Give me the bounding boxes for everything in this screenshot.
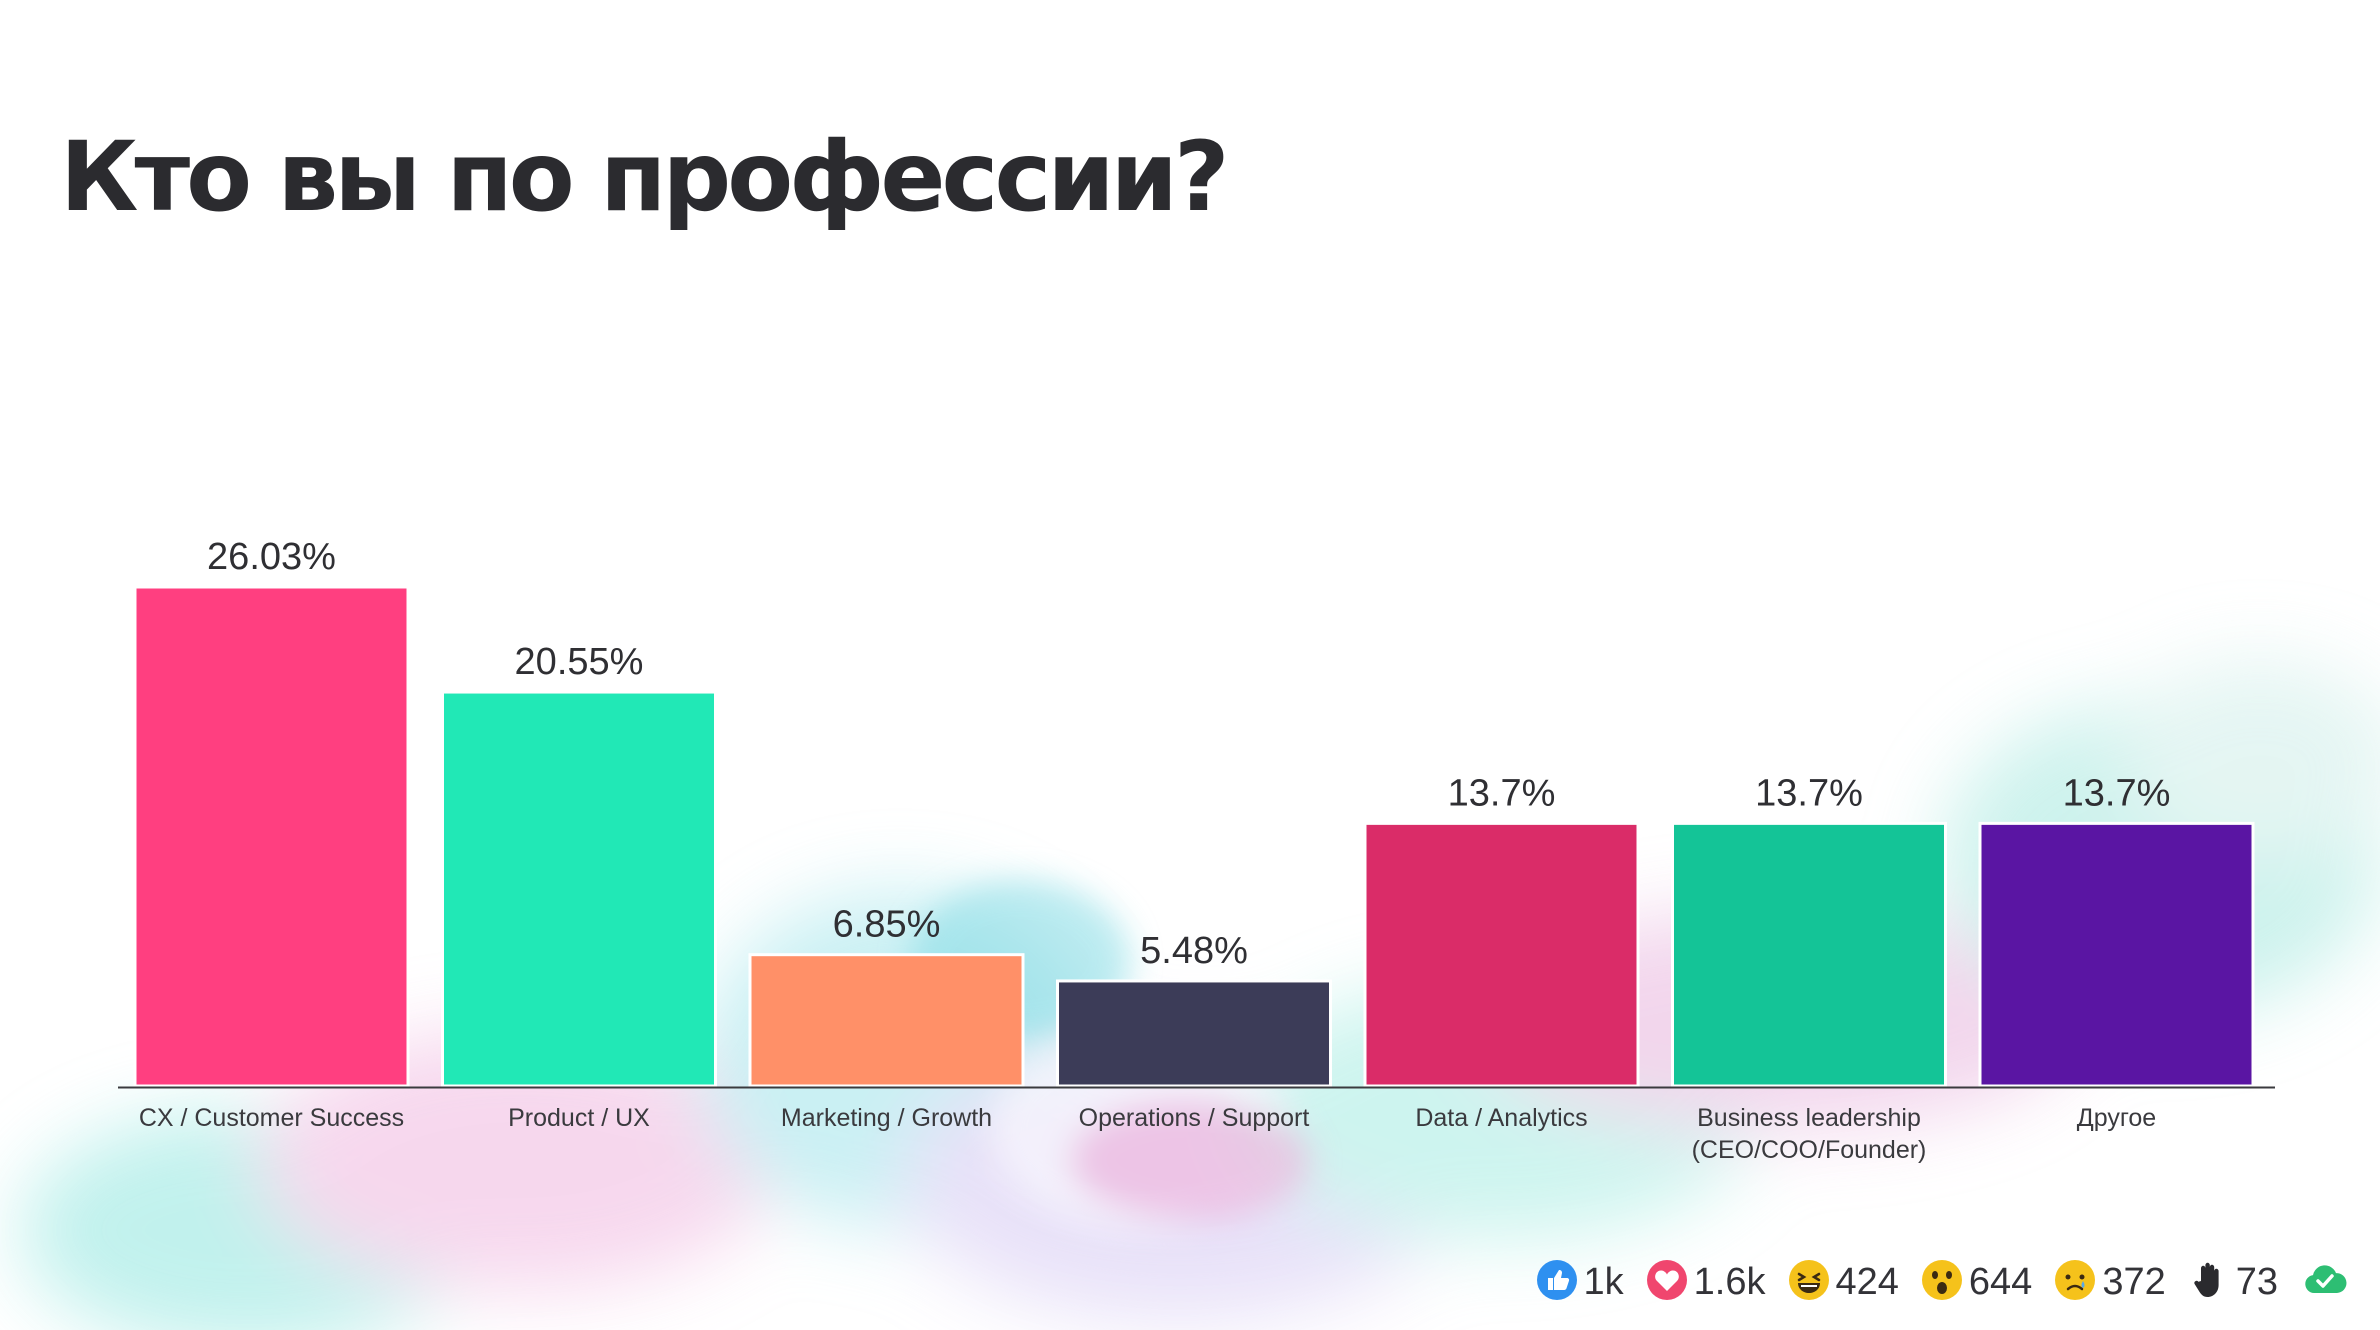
data-label-6: 13.7% — [1755, 772, 1863, 814]
category-label-4: Operations / Support — [1079, 1104, 1310, 1132]
category-label-1: CX / Customer Success — [139, 1104, 404, 1132]
data-label-3: 6.85% — [833, 904, 941, 946]
bar-1 — [133, 585, 410, 1088]
raised-hand-icon — [2188, 1259, 2230, 1306]
reaction-raised-hand[interactable]: 73 — [2188, 1259, 2278, 1306]
reaction-count: 73 — [2235, 1260, 2278, 1303]
bar-7 — [1978, 821, 2255, 1088]
category-label-3: Marketing / Growth — [781, 1104, 992, 1132]
data-label-4: 5.48% — [1140, 930, 1248, 972]
check-cloud-icon — [2300, 1259, 2350, 1306]
thumbs-up-icon — [1536, 1259, 1578, 1306]
data-label-1: 26.03% — [207, 536, 336, 578]
laughing-face-icon — [1788, 1259, 1830, 1306]
category-label-7: Другое — [2077, 1104, 2156, 1132]
bar-3 — [748, 953, 1025, 1088]
reaction-count: 1k — [1583, 1260, 1624, 1303]
bar-5 — [1363, 821, 1640, 1088]
reaction-sad-face[interactable]: 372 — [2054, 1259, 2166, 1306]
reaction-count: 424 — [1835, 1260, 1899, 1303]
reactions-bar: 1k 1.6k 424 644 372 73 — [1536, 1250, 2350, 1314]
data-label-2: 20.55% — [515, 641, 644, 683]
category-label-2: Product / UX — [508, 1104, 650, 1132]
data-label-5: 13.7% — [1448, 772, 1556, 814]
reaction-check-cloud[interactable] — [2300, 1259, 2350, 1306]
reaction-surprised-face[interactable]: 644 — [1921, 1259, 2032, 1306]
surprised-face-icon — [1921, 1259, 1963, 1306]
reaction-laughing-face[interactable]: 424 — [1788, 1259, 1899, 1306]
reaction-count: 372 — [2102, 1260, 2166, 1303]
reaction-count: 1.6k — [1693, 1260, 1766, 1303]
reaction-count: 644 — [1968, 1260, 2033, 1303]
data-label-7: 13.7% — [2063, 772, 2171, 814]
bar-6 — [1671, 821, 1947, 1088]
category-label-6: Business leadership (CEO/COO/Founder) — [1692, 1104, 1927, 1164]
reaction-thumbs-up[interactable]: 1k — [1536, 1259, 1624, 1306]
category-label-5: Data / Analytics — [1415, 1104, 1587, 1132]
sad-face-icon — [2054, 1259, 2096, 1306]
reaction-heart[interactable]: 1.6k — [1646, 1259, 1766, 1306]
bar-4 — [1056, 979, 1332, 1088]
page-title: Кто вы по профессии? — [60, 121, 1230, 233]
heart-icon — [1646, 1259, 1688, 1306]
bar-2 — [441, 690, 717, 1088]
